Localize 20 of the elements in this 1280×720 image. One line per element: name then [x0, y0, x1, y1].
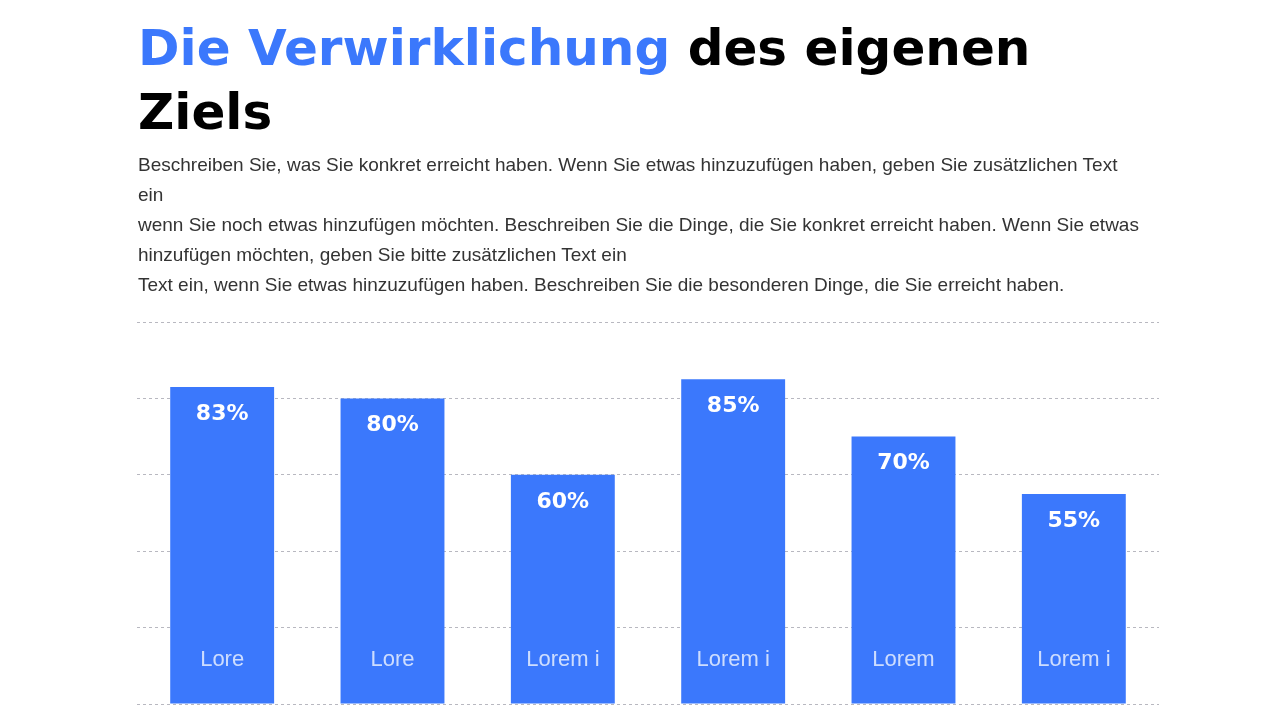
data-label: 60% — [536, 487, 590, 513]
bar — [1021, 493, 1126, 704]
x-tick-label: Lore — [200, 646, 245, 672]
data-label: 55% — [1047, 506, 1101, 532]
bar — [510, 474, 615, 704]
x-tick-label: Lorem i — [696, 646, 770, 672]
bar — [170, 386, 275, 704]
bar — [340, 398, 445, 704]
data-label: 85% — [706, 392, 760, 418]
x-tick-label: Lorem — [872, 646, 935, 672]
data-label: 80% — [366, 411, 419, 437]
x-tick-label: Lore — [370, 646, 415, 672]
data-label: 70% — [877, 449, 930, 475]
bar — [681, 379, 786, 704]
data-label: 83% — [195, 399, 249, 425]
x-tick-label: Lorem i — [526, 646, 600, 672]
chart-title: Die Verwirklichung des eigenen Ziels — [138, 19, 1031, 141]
chart-subtitle: Beschreiben Sie, was Sie konkret erreicht haben. Wenn Sie etwas hinzuzufügen haben, geben Sie zusätzlichen Text ein wenn Sie noch etwas hinzufügen möchten. Beschreiben Sie die Dinge, die Sie konkret erreicht haben. Wenn Sie etwas hinzufügen möchten, geben Sie bitte zusätzlichen Text ein Text ein, wenn Sie etwas hinzuzufügen haben. Beschreiben Sie die besonderen Dinge, die Sie erreicht haben. — [138, 153, 1140, 297]
x-tick-label: Lorem i — [1037, 646, 1111, 672]
bar — [851, 436, 956, 704]
